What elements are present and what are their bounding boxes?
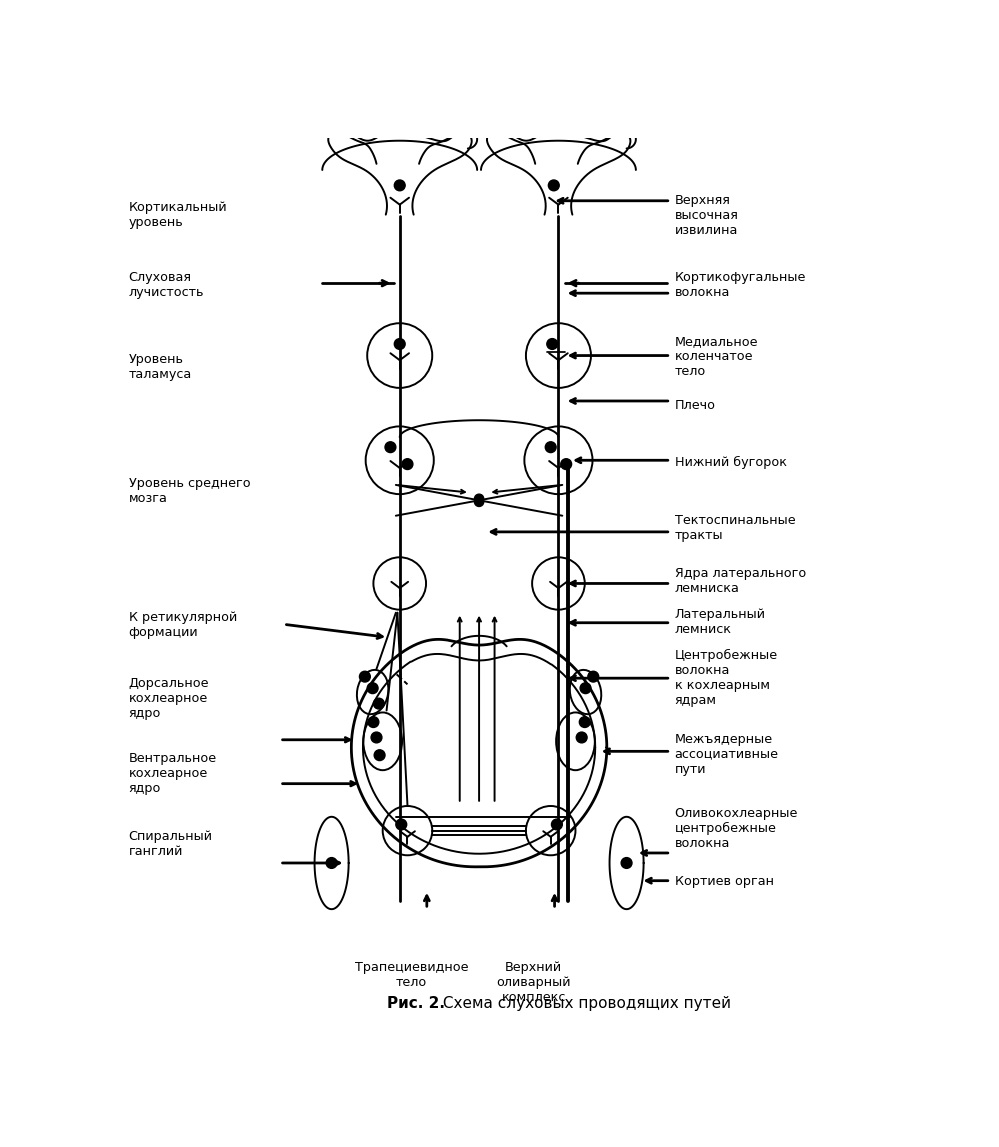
Text: Ядра латерального
лемниска: Ядра латерального лемниска (674, 567, 806, 595)
Text: К ретикулярной
формации: К ретикулярной формации (129, 611, 237, 639)
Circle shape (368, 717, 379, 727)
Text: Межъядерные
ассоциативные
пути: Межъядерные ассоциативные пути (674, 733, 778, 775)
Circle shape (395, 180, 406, 190)
Circle shape (375, 750, 385, 760)
Circle shape (326, 858, 337, 868)
Circle shape (371, 732, 382, 743)
Text: Слуховая
лучистость: Слуховая лучистость (129, 271, 204, 299)
Circle shape (548, 180, 559, 190)
Circle shape (551, 819, 562, 830)
Text: Оливокохлеарные
центробежные
волокна: Оливокохлеарные центробежные волокна (674, 806, 798, 850)
Text: Нижний бугорок: Нижний бугорок (674, 457, 786, 469)
Circle shape (576, 732, 587, 743)
Text: Трапециевидное
тело: Трапециевидное тело (355, 961, 469, 989)
Circle shape (368, 682, 378, 694)
Text: Центробежные
волокна
к кохлеарным
ядрам: Центробежные волокна к кохлеарным ядрам (674, 649, 777, 708)
Circle shape (587, 671, 598, 682)
Circle shape (396, 819, 407, 830)
Circle shape (579, 717, 590, 727)
Text: Латеральный
лемниск: Латеральный лемниск (674, 608, 765, 635)
Circle shape (385, 442, 396, 453)
Circle shape (580, 682, 591, 694)
Circle shape (360, 671, 371, 682)
Text: Кортикофугальные
волокна: Кортикофугальные волокна (674, 271, 806, 299)
Text: Верхний
оливарный
комплекс: Верхний оливарный комплекс (497, 961, 570, 1004)
Text: Верхняя
высочная
извилина: Верхняя высочная извилина (674, 194, 738, 237)
Text: Вентральное
кохлеарное
ядро: Вентральное кохлеарное ядро (129, 752, 217, 795)
Circle shape (621, 858, 632, 868)
Circle shape (545, 442, 556, 453)
Text: Медиальное
коленчатое
тело: Медиальное коленчатое тело (674, 335, 758, 379)
Circle shape (395, 338, 406, 350)
Circle shape (560, 459, 571, 469)
Text: Дорсальное
кохлеарное
ядро: Дорсальное кохлеарное ядро (129, 677, 209, 720)
Text: Уровень
таламуса: Уровень таламуса (129, 353, 192, 381)
Circle shape (402, 459, 413, 469)
Text: Тектоспинальные
тракты: Тектоспинальные тракты (674, 514, 795, 543)
Text: Кортиев орган: Кортиев орган (674, 875, 773, 888)
Text: Рис. 2.: Рис. 2. (387, 996, 445, 1011)
Text: Спиральный
ганглий: Спиральный ганглий (129, 830, 213, 858)
Circle shape (374, 699, 385, 709)
Circle shape (546, 338, 557, 350)
Circle shape (475, 498, 484, 507)
Text: Схема слуховых проводящих путей: Схема слуховых проводящих путей (439, 996, 731, 1011)
Circle shape (475, 494, 484, 504)
Text: Плечо: Плечо (674, 399, 715, 412)
Text: Уровень среднего
мозга: Уровень среднего мозга (129, 477, 251, 505)
Text: Кортикальный
уровень: Кортикальный уровень (129, 202, 228, 229)
